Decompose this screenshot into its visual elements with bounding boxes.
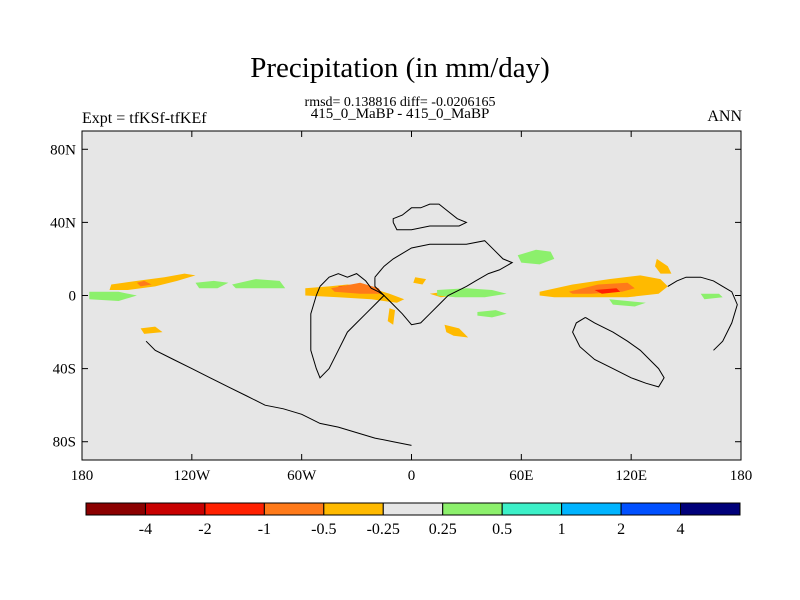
anomaly-region-africa-wet-band [437,288,507,298]
colorbar-swatch [85,502,146,516]
y-tick-label: 40S [53,362,76,378]
x-tick-label: 120W [173,468,211,484]
colorbar-swatch [680,502,741,516]
anomaly-region-india-wet-patch [517,249,555,265]
anomaly-region-south-pacific-patch [140,326,163,334]
anomaly-region-maritime-wet [609,299,646,307]
chart-title: Precipitation (in mm/day) [250,52,550,84]
colorbar-swatch [382,502,444,516]
colorbar-swatch [263,502,325,516]
experiment-label: Expt = tfKSf-tfKEf [82,110,207,127]
colorbar-swatch [561,502,622,516]
y-tick-label: 80S [53,435,76,451]
coastline-east-continent [572,316,665,388]
coastline-north-continent-2 [374,240,514,326]
x-tick-label: 60E [509,468,533,484]
anomaly-region-warm-pool-red [594,288,621,294]
anomaly-region-atlantic-core-edge [331,282,383,294]
x-tick-label: 180 [730,468,753,484]
colorbar-label: 4 [677,521,685,538]
colorbar-label: -0.25 [367,521,400,538]
colorbar-label: 2 [617,521,625,538]
anomaly-region-east-pacific-wet-1 [195,280,229,289]
colorbar-label: 0.5 [492,521,512,538]
anomaly-region-east-pacific-wet-2 [232,279,286,289]
anomaly-region-north-atlantic-patch [413,277,427,285]
anomaly-region-central-pacific-north-band [109,273,196,290]
anomaly-region-indian-wet-patch [477,310,507,318]
anomaly-region-east-indian-wet [700,293,723,300]
anomaly-region-brazil-patch [387,308,395,325]
colorbar-label: -2 [198,521,211,538]
x-tick-label: 60W [287,468,317,484]
coastline-south-continent [145,340,412,446]
colorbar-label: 0.25 [429,521,457,538]
colorbar-label: 1 [558,521,566,538]
x-tick-label: 180 [71,468,94,484]
coastline-north-continent-3 [310,273,385,379]
colorbar-swatch [620,502,682,516]
x-tick-label: 0 [408,468,416,484]
colorbar-label: -0.5 [311,521,336,538]
y-tick-label: 0 [69,289,77,305]
center-label: 415_0_MaBP - 415_0_MaBP [310,106,490,122]
y-tick-label: 80N [50,142,76,158]
colorbar-swatch [144,502,206,516]
colorbar-swatch [442,502,503,516]
coastline-north-continent-1 [392,203,468,231]
colorbar-swatch [204,502,265,516]
colorbar-label: -1 [258,521,271,538]
chart-subtitle: rmsd= 0.138816 diff= -0.0206165 [304,95,496,110]
season-label: ANN [707,108,742,125]
colorbar-label: -4 [139,521,152,538]
anomaly-region-central-atlantic-band [305,284,405,303]
anomaly-region-east-pacific-wet-3 [89,291,137,301]
anomaly-region-philippine-patch [655,258,672,274]
colorbar-swatch [323,502,384,516]
anomaly-region-south-atlantic-patch [444,324,469,338]
coastline-far-east-island [667,276,738,351]
y-tick-label: 40N [50,215,76,231]
anomaly-region-central-pacific-core [136,280,152,287]
colorbar-swatch [501,502,563,516]
x-tick-label: 120E [615,468,647,484]
